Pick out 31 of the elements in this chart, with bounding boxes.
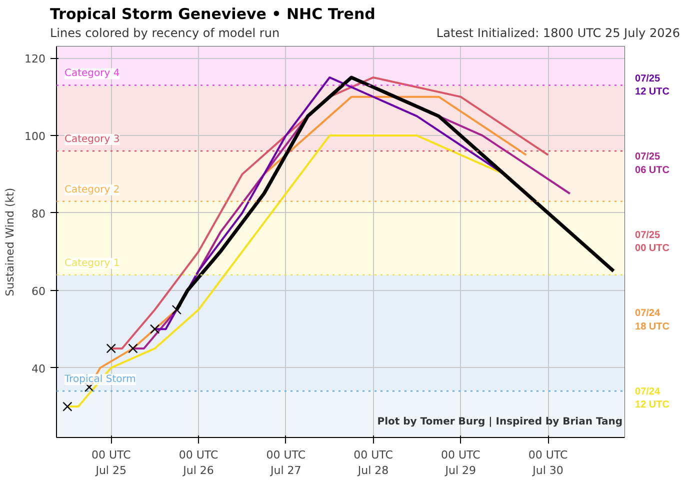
x-tick-label: 00 UTC Jul 27 (266, 448, 306, 478)
text: 07/25 00 UTC (635, 230, 670, 254)
band-label: Tropical Storm (64, 374, 136, 386)
band-label: Category 1 (64, 258, 120, 269)
text: 07/24 18 UTC (635, 308, 670, 332)
point (106, 344, 116, 354)
y-axis-title: Sustained Wind (kt) (4, 188, 17, 296)
x-tick-label: 00 UTC Jul 29 (441, 448, 481, 478)
text: 07/24 12 UTC (635, 386, 670, 410)
annotation: Plot by Tomer Burg | Inspired by Brian Tang (377, 416, 622, 428)
x-tick-label: 00 UTC Jul 30 (528, 448, 568, 478)
y-tick-label: 80 (32, 207, 46, 220)
x-tick-label: 00 UTC Jul 26 (178, 448, 218, 478)
text: 07/25 12 UTC (635, 74, 670, 98)
chart-subtitle: Lines colored by recency of model run (50, 25, 280, 42)
band-label: Category 2 (64, 184, 120, 196)
x-tick-label: 00 UTC Jul 28 (354, 448, 394, 478)
y-tick-label: 100 (24, 130, 46, 144)
band-label: Category 3 (64, 134, 120, 146)
y-tick-label: 60 (32, 284, 46, 298)
text: Latest Initialized: 1800 UTC 25 July 2026 (436, 25, 680, 42)
point (62, 402, 72, 412)
point (150, 324, 160, 334)
chart-title: Tropical Storm Genevieve • NHC Trend (50, 4, 376, 25)
point (172, 304, 182, 315)
text: 07/25 06 UTC (635, 152, 670, 176)
y-tick-label: 120 (24, 52, 46, 66)
y-tick-label: 40 (32, 362, 46, 376)
x-tick-label: 00 UTC Jul 25 (91, 448, 132, 478)
band-label: Category 4 (64, 68, 120, 80)
point (128, 344, 138, 354)
